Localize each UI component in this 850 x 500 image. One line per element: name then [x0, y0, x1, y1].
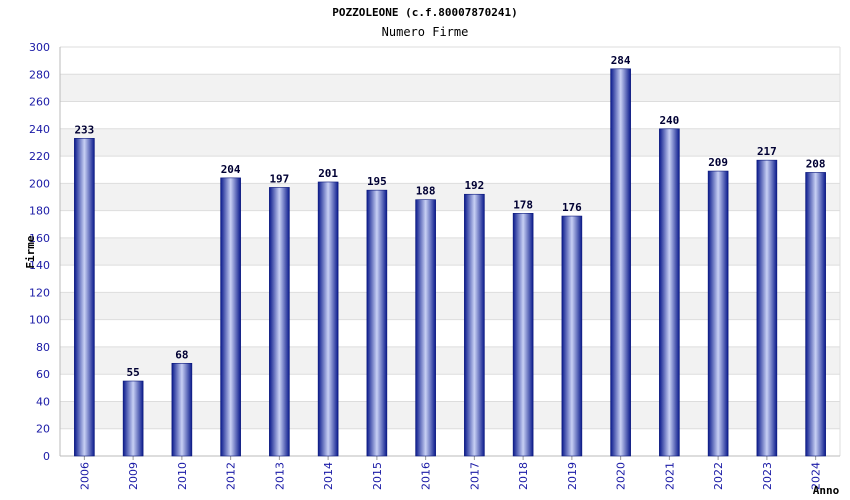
bar: [561, 215, 583, 457]
y-axis-label: Firme: [24, 235, 37, 268]
bar: [610, 68, 631, 457]
x-tick-labels: 2006 2009 2010 2012 2013 2014 2015 2016 2017 2018…: [78, 462, 822, 490]
bar: [171, 362, 193, 457]
data-label: 208: [806, 157, 826, 170]
data-label: 204: [221, 163, 241, 176]
data-label: 188: [416, 185, 436, 198]
y-tick-label: 260: [29, 96, 50, 109]
data-label: 233: [74, 123, 94, 136]
x-tick-label: 2021: [663, 462, 676, 490]
bar: [756, 159, 778, 457]
x-tick-label: 2019: [566, 462, 579, 490]
y-tick-label: 140: [29, 259, 50, 272]
data-labels: 233 55 68 204 197 201 195 188 192 178 176 284 240 209…: [74, 54, 825, 379]
y-tick-label: 220: [29, 150, 50, 163]
chart-title: POZZOLEONE (c.f.80007870241): [332, 6, 518, 19]
y-tick-label: 240: [29, 123, 50, 136]
y-tick-label: 80: [36, 341, 50, 354]
bar: [415, 199, 436, 457]
x-tick-label: 2009: [127, 462, 140, 490]
x-tick-label: 2022: [712, 462, 725, 490]
grid-band: [60, 128, 840, 157]
x-tick-label: 2018: [517, 462, 530, 490]
data-label: 195: [367, 175, 387, 188]
x-tick-label: 2010: [176, 462, 189, 490]
x-tick-label: 2015: [371, 462, 384, 490]
y-tick-label: 60: [36, 368, 50, 381]
x-tick-label: 2016: [420, 462, 433, 490]
x-tick-label: 2012: [225, 462, 238, 490]
y-tick-label: 300: [29, 41, 50, 54]
data-label: 197: [269, 172, 289, 185]
y-tick-label: 120: [29, 286, 50, 299]
data-label: 178: [513, 198, 533, 211]
y-tick-label: 40: [36, 395, 50, 408]
data-label: 176: [562, 201, 582, 214]
bar: [366, 189, 388, 457]
y-tick-labels: 0 20 40 60 80 100 120 140 160 180 200 220 240 260 280 3…: [29, 41, 50, 463]
x-tick-label: 2006: [78, 462, 91, 490]
data-label: 217: [757, 145, 777, 158]
data-label: 209: [708, 156, 728, 169]
x-tick-label: 2020: [615, 462, 628, 490]
y-tick-label: 180: [29, 205, 50, 218]
x-tick-label: 2013: [273, 462, 286, 490]
y-tick-label: 160: [29, 232, 50, 245]
y-tick-label: 20: [36, 423, 50, 436]
bar: [122, 380, 144, 457]
bar: [659, 128, 680, 457]
chart-subtitle: Numero Firme: [381, 25, 469, 39]
bar: [707, 170, 729, 457]
bar: [220, 177, 241, 457]
bar: [74, 138, 95, 457]
bar: [512, 213, 534, 457]
bar: [269, 187, 290, 457]
data-label: 240: [659, 114, 679, 127]
bars: [74, 68, 826, 457]
y-tick-label: 100: [29, 314, 50, 327]
x-tick-label: 2014: [322, 462, 335, 490]
data-label: 68: [175, 348, 188, 361]
y-tick-label: 280: [29, 68, 50, 81]
x-tick-label: 2017: [468, 462, 481, 490]
bar: [317, 181, 339, 457]
grid-band: [60, 74, 840, 102]
x-tick-label: 2023: [761, 462, 774, 490]
data-label: 192: [464, 179, 484, 192]
x-tick-label: 2024: [810, 462, 823, 490]
bar: [805, 172, 826, 457]
data-label: 284: [611, 54, 631, 67]
data-label: 201: [318, 167, 338, 180]
data-label: 55: [127, 366, 140, 379]
x-axis-label: Anno: [813, 484, 840, 497]
y-tick-label: 200: [29, 177, 50, 190]
y-tick-label: 0: [43, 450, 50, 463]
bar: [464, 193, 485, 457]
